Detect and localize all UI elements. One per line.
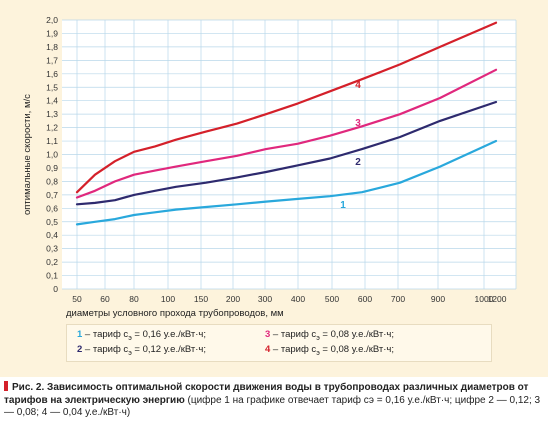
chart: 0 0,1 0,2 0,3 0,4 0,5 0,6 0,7 0,8 0,9 1,0 1,1 1,2 1,3… — [22, 15, 517, 319]
legend-rest: = 0,08 у.е./кВт·ч; — [319, 329, 395, 340]
x-axis-title: диаметры условного прохода трубопроводов… — [66, 308, 284, 319]
legend-text: – тариф с — [82, 344, 129, 355]
y-axis-title: оптимальные скорости, м/с — [22, 94, 33, 215]
x-tick-label: 700 — [391, 294, 405, 304]
series-line-1 — [75, 139, 498, 226]
x-tick-label: 1200 — [488, 294, 507, 304]
series-label-2: 2 — [355, 157, 361, 168]
legend-item-2: 2 – тариф сэ = 0,12 у.е./кВт·ч; — [77, 344, 206, 357]
figure-caption: Рис. 2. Зависимость оптимальной скорости… — [4, 381, 544, 420]
caption-note: (цифре 1 на графике отвечает тариф сэ = … — [4, 394, 541, 419]
caption-marker — [4, 381, 8, 391]
series-label-3: 3 — [355, 118, 361, 129]
x-tick-label: 1000 — [475, 294, 494, 304]
legend-number: 4 — [265, 344, 271, 355]
y-tick-label: 0,7 — [46, 190, 58, 200]
y-tick-label: 0,6 — [46, 203, 58, 213]
legend-item-4: 4 – тариф сэ = 0,08 у.е./кВт·ч; — [265, 344, 394, 357]
x-tick-label: 100 — [161, 294, 175, 304]
y-tick-label: 1,6 — [46, 69, 58, 79]
legend-item-3: 3 – тариф сэ = 0,08 у.е./кВт·ч; — [265, 329, 394, 342]
x-tick-label: 300 — [258, 294, 272, 304]
y-tick-label: 0,3 — [46, 244, 58, 254]
y-tick-label: 0,8 — [46, 176, 58, 186]
x-tick-label: 500 — [325, 294, 339, 304]
legend-text: – тариф с — [82, 329, 129, 340]
y-tick-label: 1,8 — [46, 42, 58, 52]
legend-number: 3 — [265, 329, 271, 340]
legend-item-1: 1 – тариф сэ = 0,16 у.е./кВт·ч; — [77, 329, 206, 342]
chart-panel: 0 0,1 0,2 0,3 0,4 0,5 0,6 0,7 0,8 0,9 1,0 1,1 1,2 1,3… — [0, 0, 548, 377]
y-tick-label: 1,3 — [46, 109, 58, 119]
x-tick-label: 50 — [72, 294, 82, 304]
y-tick-label: 1,7 — [46, 55, 58, 65]
legend-number: 1 — [77, 329, 83, 340]
series-line-2 — [75, 100, 498, 206]
legend-rest: = 0,08 у.е./кВт·ч; — [319, 344, 395, 355]
x-tick-label: 900 — [431, 294, 445, 304]
y-tick-label: 1,0 — [46, 150, 58, 160]
series-label-4: 4 — [355, 80, 361, 91]
series-line-3 — [75, 68, 498, 199]
series-line-4 — [75, 21, 498, 194]
legend-rest: = 0,16 у.е./кВт·ч; — [131, 329, 207, 340]
y-tick-label: 1,1 — [46, 136, 58, 146]
legend-sub: э — [128, 334, 132, 342]
y-tick-label: 1,2 — [46, 123, 58, 133]
y-tick-label: 1,4 — [46, 96, 58, 106]
legend-number: 2 — [77, 344, 83, 355]
x-tick-label: 60 — [100, 294, 110, 304]
y-tick-label: 0,1 — [46, 271, 58, 281]
x-tick-label: 150 — [194, 294, 208, 304]
x-tick-label: 600 — [358, 294, 372, 304]
legend-text: – тариф с — [270, 329, 317, 340]
x-tick-label: 80 — [129, 294, 139, 304]
series-label-1: 1 — [340, 200, 346, 211]
y-tick-label: 0,4 — [46, 230, 58, 240]
y-tick-label: 0,5 — [46, 217, 58, 227]
y-tick-label: 1,5 — [46, 82, 58, 92]
legend-rest: = 0,12 у.е./кВт·ч; — [131, 344, 207, 355]
y-tick-label: 2,0 — [46, 15, 58, 25]
legend-sub: э — [316, 349, 320, 357]
y-tick-label: 0 — [53, 284, 58, 294]
legend-sub: э — [316, 334, 320, 342]
x-tick-label: 400 — [291, 294, 305, 304]
y-tick-label: 0,9 — [46, 163, 58, 173]
legend-text: – тариф с — [270, 344, 317, 355]
x-tick-label: 200 — [226, 294, 240, 304]
legend: 1 – тариф сэ = 0,16 у.е./кВт·ч; 2 – тари… — [66, 324, 492, 362]
y-tick-label: 0,2 — [46, 257, 58, 267]
y-tick-label: 1,9 — [46, 28, 58, 38]
legend-sub: э — [128, 349, 132, 357]
caption-title: Рис. 2. Зависимость оптимальной скорости… — [4, 382, 529, 406]
